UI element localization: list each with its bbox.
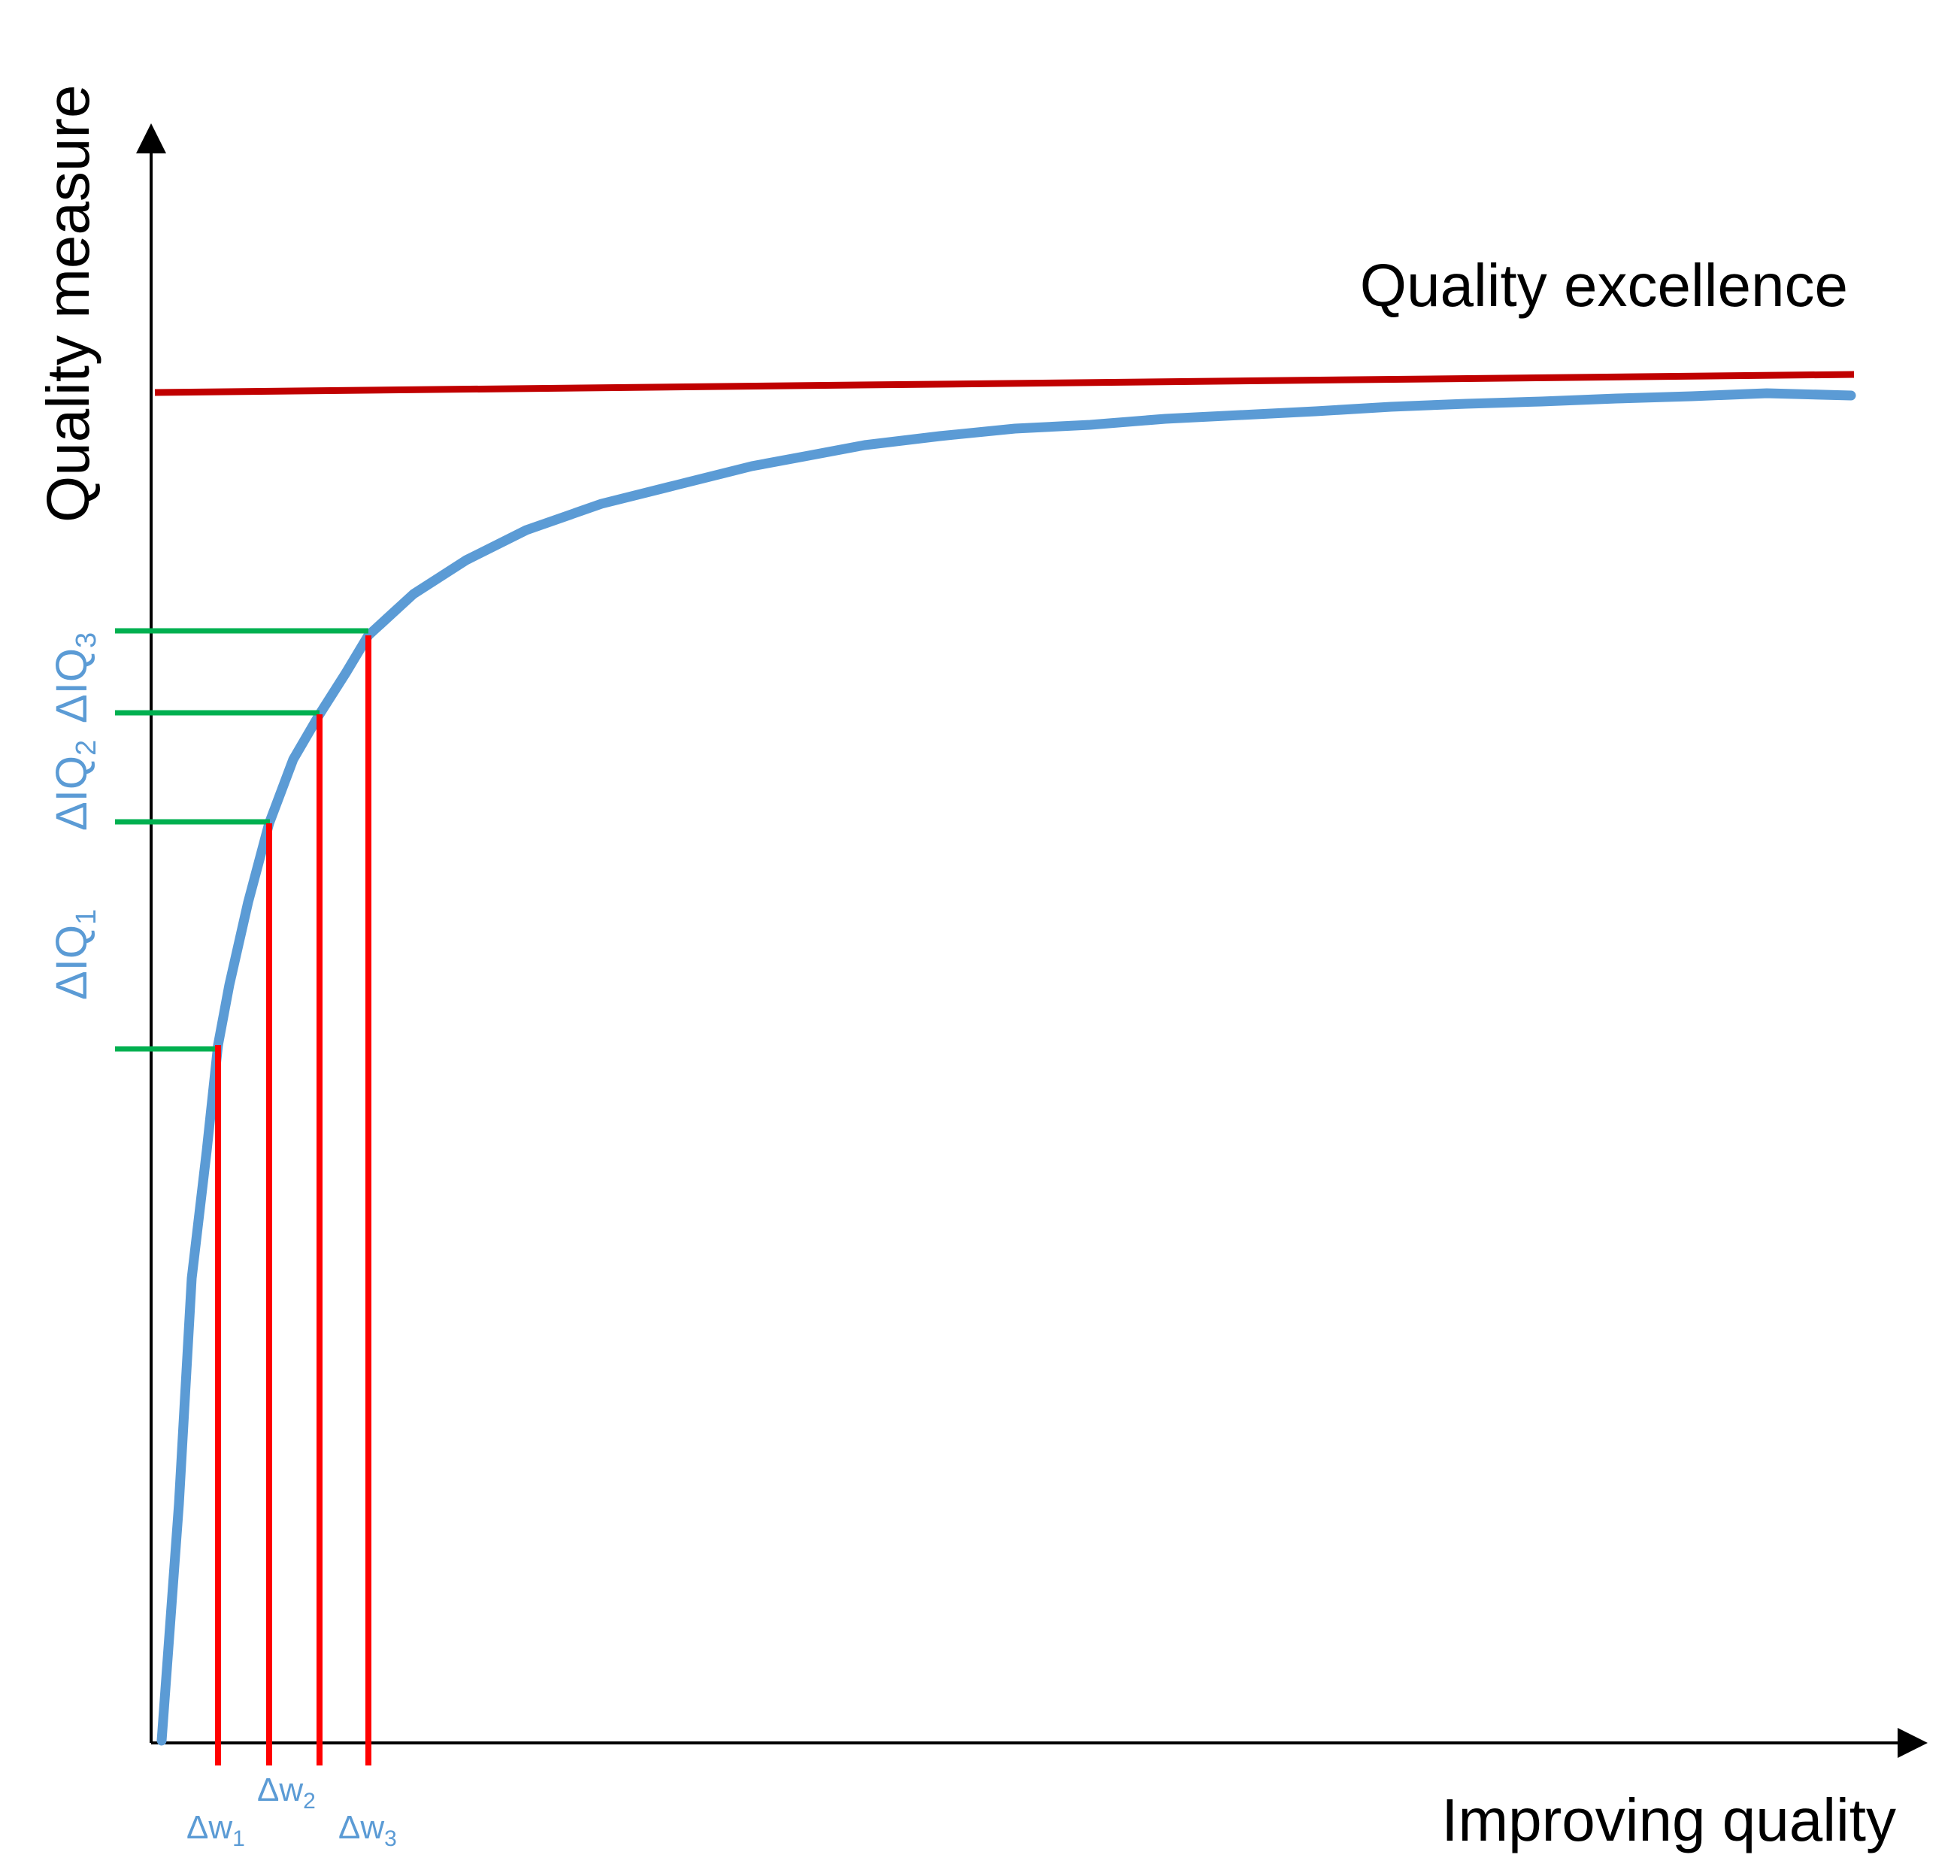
interval-label-3: ΔIQ3 xyxy=(47,632,102,723)
step-label-1: Δw1 xyxy=(186,1809,245,1851)
step-label-3: Δw3 xyxy=(338,1809,397,1851)
step-label-2: Δw2 xyxy=(257,1771,316,1814)
y-axis-label: Quality measure xyxy=(35,85,101,523)
x-axis-label: Improving quality xyxy=(1441,1787,1896,1853)
excellence-line xyxy=(154,371,1855,396)
excellence-label: Quality excellence xyxy=(1360,252,1848,319)
quality-curve xyxy=(156,388,1856,1746)
interval-label-2: ΔIQ2 xyxy=(47,740,102,831)
interval-label-1: ΔIQ1 xyxy=(47,909,102,1000)
